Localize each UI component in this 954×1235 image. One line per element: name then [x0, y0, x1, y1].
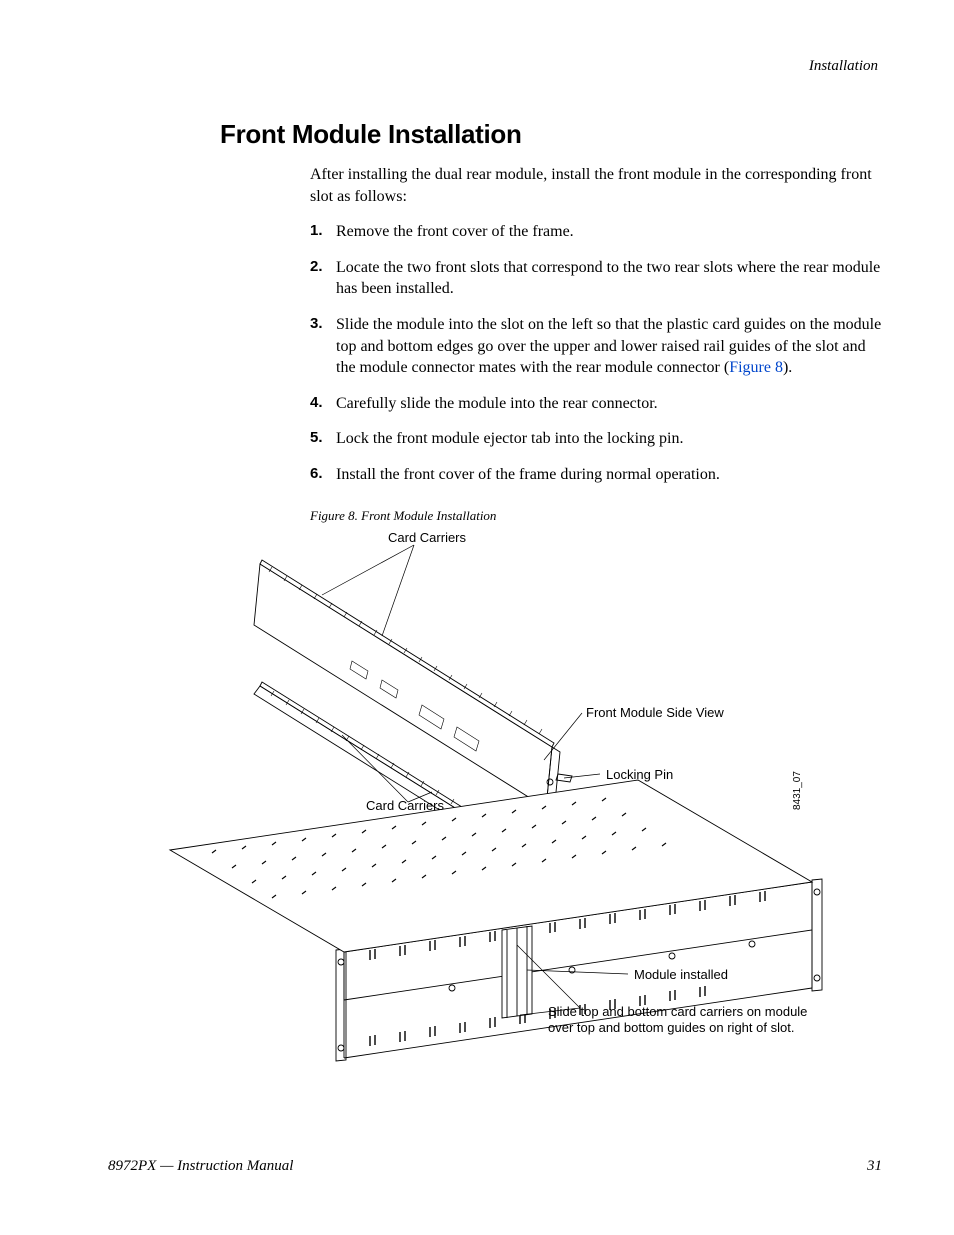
step-item: 5. Lock the front module ejector tab int… — [310, 428, 882, 450]
label-slide-note: Slide top and bottom card carriers on mo… — [548, 1004, 818, 1037]
step-number: 6. — [310, 464, 336, 486]
step-text: Slide the module into the slot on the le… — [336, 314, 882, 379]
label-locking-pin: Locking Pin — [606, 767, 673, 783]
section-intro: After installing the dual rear module, i… — [310, 164, 882, 207]
step-list: 1. Remove the front cover of the frame. … — [310, 221, 882, 485]
figure-area: Card Carriers Card Carriers Front Module… — [112, 530, 832, 1062]
step-number: 2. — [310, 257, 336, 300]
step-item: 1. Remove the front cover of the frame. — [310, 221, 882, 243]
page: Installation Front Module Installation A… — [0, 0, 954, 1235]
step-text: Lock the front module ejector tab into t… — [336, 428, 882, 450]
label-card-carriers-bottom: Card Carriers — [366, 798, 444, 814]
running-header: Installation — [72, 58, 882, 75]
footer-doc-title: 8972PX — Instruction Manual — [108, 1158, 293, 1175]
figure-link[interactable]: Figure 8 — [729, 359, 783, 376]
step-text-pre: Slide the module into the slot on the le… — [336, 316, 881, 376]
step-item: 3. Slide the module into the slot on the… — [310, 314, 882, 379]
figure-caption: Figure 8. Front Module Installation — [310, 508, 882, 524]
step-number: 3. — [310, 314, 336, 379]
label-front-module-side-view: Front Module Side View — [586, 705, 724, 721]
step-number: 1. — [310, 221, 336, 243]
label-card-carriers-top: Card Carriers — [388, 530, 466, 546]
step-text: Carefully slide the module into the rear… — [336, 393, 882, 415]
step-text: Install the front cover of the frame dur… — [336, 464, 882, 486]
step-number: 5. — [310, 428, 336, 450]
label-ref-code: 8431_07 — [792, 771, 805, 810]
page-footer: 8972PX — Instruction Manual 31 — [108, 1158, 882, 1175]
section-title: Front Module Installation — [220, 119, 882, 150]
step-text: Remove the front cover of the frame. — [336, 221, 882, 243]
step-text-post: ). — [783, 359, 792, 376]
step-text: Locate the two front slots that correspo… — [336, 257, 882, 300]
step-number: 4. — [310, 393, 336, 415]
footer-page-number: 31 — [867, 1158, 882, 1175]
step-item: 6. Install the front cover of the frame … — [310, 464, 882, 486]
label-module-installed: Module installed — [634, 967, 728, 983]
step-item: 4. Carefully slide the module into the r… — [310, 393, 882, 415]
step-item: 2. Locate the two front slots that corre… — [310, 257, 882, 300]
